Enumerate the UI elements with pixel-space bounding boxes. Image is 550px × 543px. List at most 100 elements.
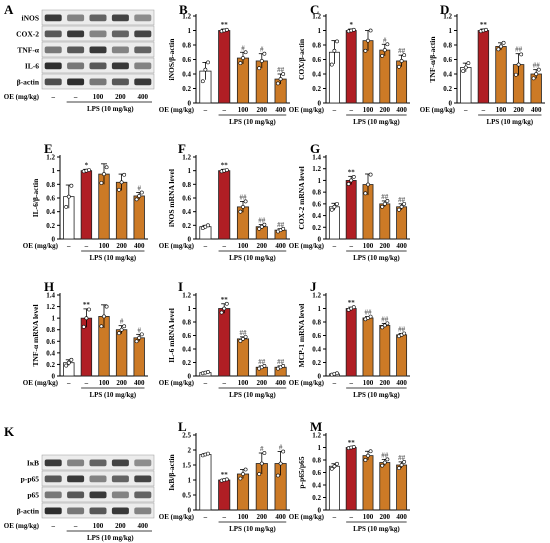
oe-label: OE (mg/kg) [159, 242, 195, 250]
significance-mark: ** [221, 21, 229, 29]
lps-label: LPS (10 mg/kg) [89, 254, 136, 262]
oe-label: OE (mg/kg) [159, 513, 195, 521]
data-point [243, 199, 248, 204]
lps-label: LPS (10 mg/kg) [229, 391, 276, 399]
lps-label: LPS (10 mg/kg) [486, 118, 533, 126]
category-label: 200 [380, 242, 391, 250]
category-label: – [66, 379, 71, 387]
significance-mark: ## [277, 358, 285, 366]
data-point [243, 334, 248, 339]
oe-label: OE (mg/kg) [289, 106, 325, 114]
data-point [368, 449, 373, 454]
data-point [262, 222, 267, 227]
data-point [382, 460, 387, 465]
data-point [122, 324, 127, 329]
blot-row-label: iNOS [21, 13, 39, 22]
data-point [399, 463, 404, 467]
y-tick-label: 0.6 [443, 56, 452, 64]
data-point [134, 339, 139, 344]
data-point [203, 67, 208, 72]
blot-band [134, 62, 152, 70]
blot-row-label: β-actin [17, 77, 40, 86]
category-label: – [221, 106, 226, 114]
bar-1 [218, 479, 231, 511]
blot-band [134, 14, 152, 22]
blot-row-label: COX-2 [16, 29, 39, 38]
category-label: 400 [275, 379, 286, 387]
data-point [380, 53, 385, 58]
lane-label: 400 [138, 93, 149, 101]
data-point [137, 335, 142, 340]
bar-4 [396, 334, 408, 377]
significance-mark: ** [348, 439, 356, 447]
significance-mark: ## [398, 196, 406, 204]
significance-mark: ## [277, 66, 285, 74]
data-point [64, 204, 69, 209]
significance-mark: # [383, 36, 387, 44]
data-point [281, 226, 286, 231]
blot-band [67, 507, 85, 515]
data-point [397, 207, 401, 212]
blot-band [44, 46, 62, 54]
blot-band [134, 475, 152, 483]
blot-band [67, 459, 85, 467]
y-tick-label: 0 [188, 373, 192, 381]
y-tick-label: 1.2 [312, 432, 321, 440]
y-tick-label: 0.6 [312, 200, 321, 208]
y-axis-label: iNOS/β-actin [167, 38, 176, 81]
data-point [241, 336, 245, 341]
blot-A: iNOS COX-2 TNF-α IL-6 β-actin OE (mg/kg) – – 100… [4, 9, 155, 113]
data-point [368, 172, 373, 177]
category-label: – [203, 242, 208, 250]
category-label: – [332, 242, 337, 250]
y-tick-label: 1 [318, 27, 322, 35]
data-point [243, 467, 248, 472]
data-point [281, 449, 286, 454]
data-point [380, 463, 385, 468]
data-point [363, 458, 368, 462]
bar-1 [345, 30, 357, 104]
blot-band [44, 491, 62, 499]
data-point [66, 360, 71, 365]
lane-label: – [50, 522, 55, 530]
y-axis-label: p-p65/p65 [297, 456, 306, 488]
chart-G: 0 0.2 0.4 0.6 0.8 1 1.2 1.4 COX-2 mRNA level – ** –… [289, 154, 410, 262]
oe-label: OE (mg/kg) [23, 242, 59, 250]
data-point [262, 451, 267, 455]
data-point [366, 182, 370, 187]
oe-label: OE (mg/kg) [4, 93, 40, 101]
blot-band [89, 14, 107, 22]
significance-mark: ## [533, 62, 541, 70]
oe-label: OE (mg/kg) [289, 242, 325, 250]
blot-band [67, 30, 85, 38]
y-axis-label: TNF-α mRNA level [31, 304, 40, 366]
category-label: – [221, 379, 226, 387]
data-point [335, 461, 339, 466]
y-tick-label: 0.4 [312, 346, 321, 354]
data-point [380, 325, 385, 330]
data-point [241, 56, 245, 60]
y-tick-label: 1.2 [46, 154, 55, 162]
data-point [329, 466, 334, 471]
data-point [399, 204, 404, 209]
data-point [519, 52, 524, 57]
data-point [278, 461, 283, 466]
bar-0 [460, 67, 472, 104]
blot-band [89, 30, 107, 38]
lane-label: 200 [115, 93, 126, 101]
y-tick-label: 0 [318, 373, 322, 381]
data-point [243, 50, 248, 55]
y-tick-label: 1.5 [182, 462, 191, 470]
y-tick-label: 0.2 [46, 361, 55, 369]
y-tick-label: 0.6 [182, 195, 191, 203]
panel-label-D: D [440, 2, 449, 17]
category-label: – [348, 242, 353, 250]
lps-label: LPS (10 mg/kg) [229, 254, 276, 262]
y-tick-label: 1.2 [312, 13, 321, 21]
data-point [335, 39, 339, 44]
category-label: 400 [134, 379, 145, 387]
oe-label: OE (mg/kg) [159, 106, 195, 114]
data-point [262, 363, 267, 368]
data-point [259, 224, 264, 229]
y-tick-label: 0.2 [182, 85, 191, 93]
